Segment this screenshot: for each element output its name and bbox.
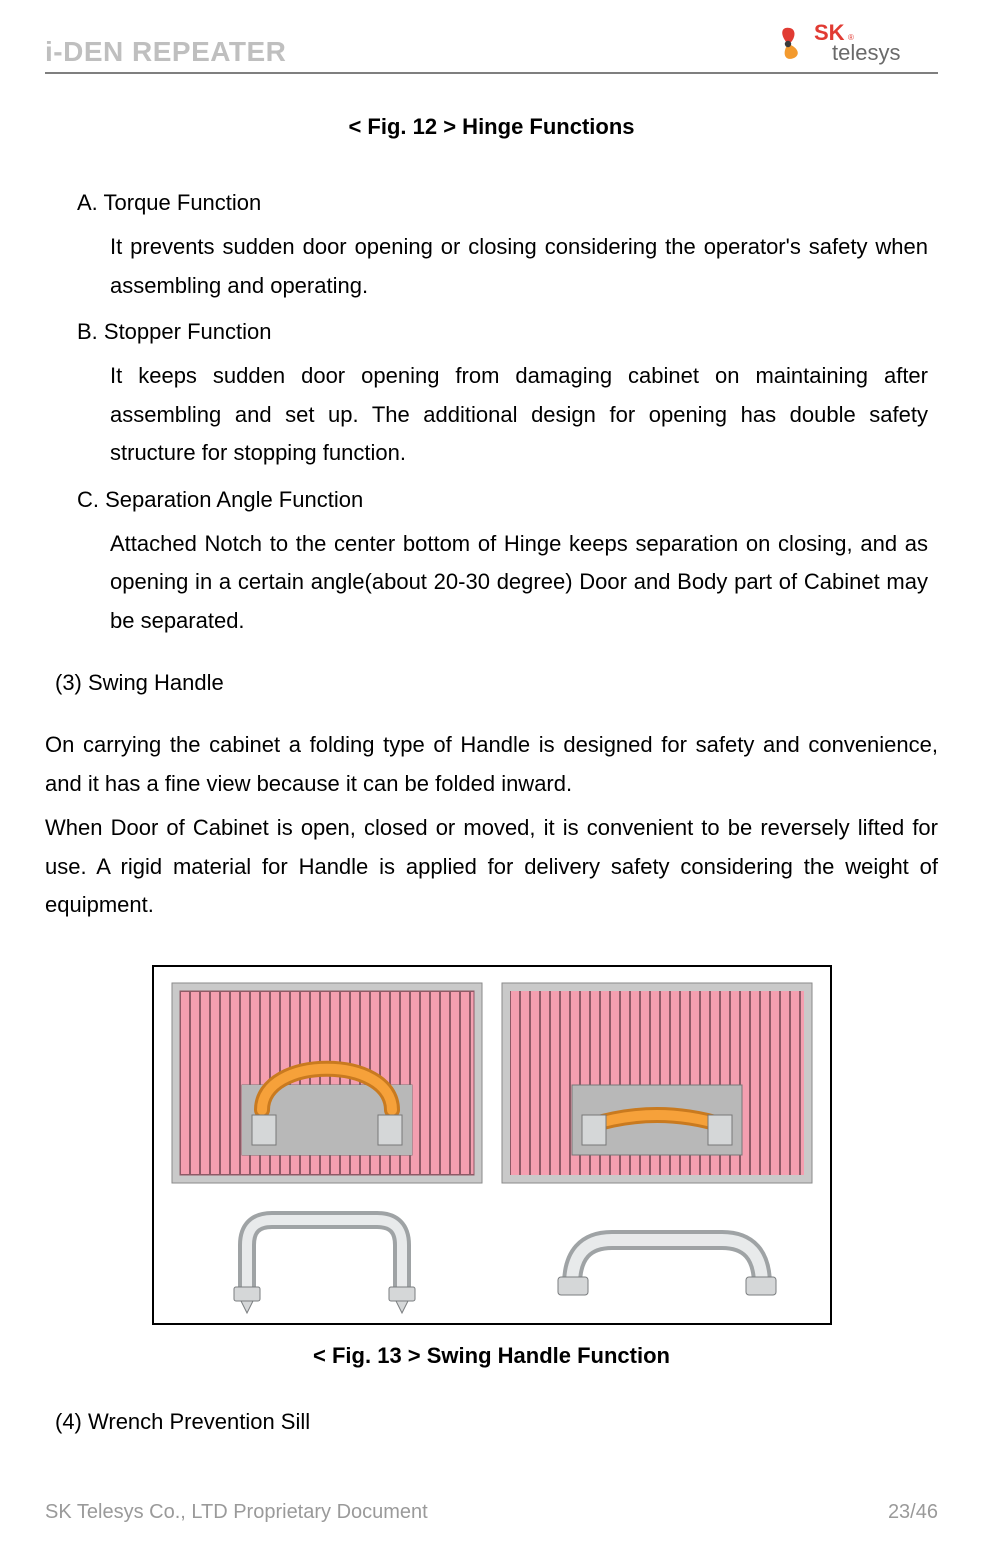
figure-12-caption: < Fig. 12 > Hinge Functions	[45, 114, 938, 140]
page: i-DEN REPEATER SK ® telesys < Fig. 12 > …	[0, 0, 983, 1546]
footer-right: 23/46	[888, 1501, 938, 1524]
item-c-head: C. Separation Angle Function	[77, 487, 928, 513]
swing-handle-para-2: When Door of Cabinet is open, closed or …	[45, 809, 938, 925]
header-row: i-DEN REPEATER SK ® telesys	[45, 20, 938, 72]
item-b-head: B. Stopper Function	[77, 319, 928, 345]
swing-handle-para-1: On carrying the cabinet a folding type o…	[45, 726, 938, 803]
item-a-head: A. Torque Function	[77, 190, 928, 216]
figure-13-caption: < Fig. 13 > Swing Handle Function	[45, 1343, 938, 1369]
sk-telesys-logo-icon: SK ® telesys	[768, 20, 938, 68]
swing-handle-illustration-icon	[152, 965, 832, 1325]
document-title: i-DEN REPEATER	[45, 36, 286, 68]
item-c-body: Attached Notch to the center bottom of H…	[110, 525, 928, 641]
header-divider	[45, 72, 938, 74]
brand-logo: SK ® telesys	[768, 20, 938, 68]
footer-left: SK Telesys Co., LTD Proprietary Document	[45, 1501, 428, 1524]
item-a-body: It prevents sudden door opening or closi…	[110, 228, 928, 305]
page-footer: SK Telesys Co., LTD Proprietary Document…	[45, 1501, 938, 1524]
swing-handle-head: (3) Swing Handle	[55, 670, 938, 696]
figure-13-image	[45, 965, 938, 1325]
item-b-body: It keeps sudden door opening from damagi…	[110, 357, 928, 473]
hinge-functions-section: A. Torque Function It prevents sudden do…	[45, 190, 938, 640]
svg-text:telesys: telesys	[832, 40, 900, 65]
wrench-prevention-head: (4) Wrench Prevention Sill	[55, 1409, 938, 1435]
